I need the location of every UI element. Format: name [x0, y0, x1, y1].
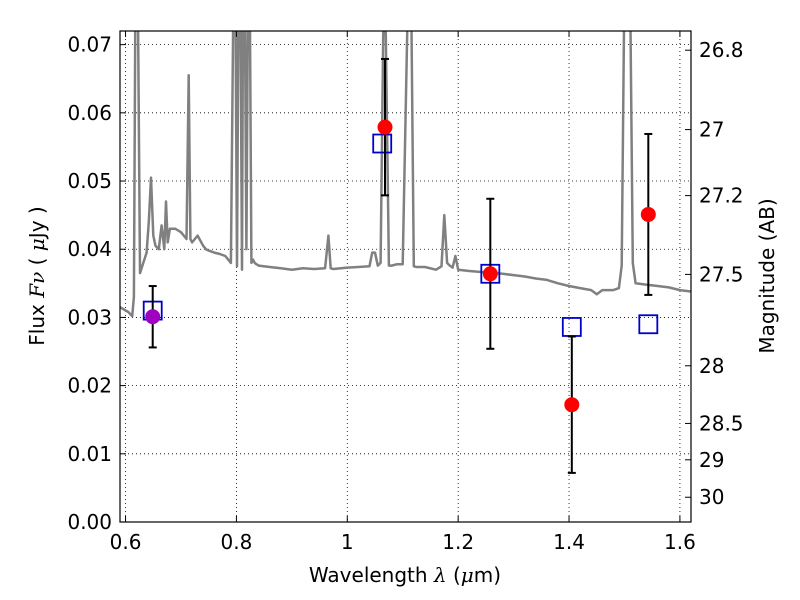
model-photometry-square: [372, 133, 393, 154]
model-photometry-square: [638, 314, 659, 335]
observed-flux-point: [377, 119, 393, 135]
observed-flux-point: [640, 206, 656, 222]
x-tick-label: 0.8: [221, 530, 253, 554]
model-spectrum-line: [120, 31, 691, 318]
observed-flux-point: [564, 397, 580, 413]
plot-frame: [119, 30, 692, 523]
x-tick-label: 1.2: [442, 530, 474, 554]
x-axis-label: Wavelength λ (μm): [309, 563, 501, 587]
y-tick-label: 0.03: [67, 305, 112, 329]
mag-tick-label: 29: [699, 448, 724, 472]
x-tick-label: 1: [341, 530, 354, 554]
y-tick-label: 0.05: [67, 169, 112, 193]
right-y-axis-label: Magnitude (AB): [755, 198, 779, 353]
y-tick-label: 0.00: [67, 510, 112, 534]
y-tick-label: 0.02: [67, 374, 112, 398]
mag-tick-label: 27: [699, 118, 724, 142]
x-tick-label: 0.6: [110, 530, 142, 554]
observed-flux-point: [145, 309, 161, 325]
mag-tick-label: 28.5: [699, 411, 744, 435]
mag-tick-label: 27.5: [699, 262, 744, 286]
y-axis-label: Flux Fν ( μJy ): [25, 206, 49, 345]
mag-tick-label: 27.2: [699, 184, 744, 208]
y-tick-label: 0.07: [67, 33, 112, 57]
x-tick-label: 1.6: [664, 530, 696, 554]
plot-area: [120, 31, 691, 474]
y-tick-label: 0.04: [67, 237, 112, 261]
mag-tick-label: 30: [699, 485, 724, 509]
x-tick-label: 1.4: [553, 530, 585, 554]
axis-ticks: 0.6 0.8 1 1.2 1.4 1.6 0.00 0.01 0.02 0.03 0.04 0.05…: [67, 31, 744, 554]
y-tick-label: 0.06: [67, 101, 112, 125]
y-tick-label: 0.01: [67, 442, 112, 466]
model-photometry-square: [561, 317, 582, 337]
observed-flux-point: [482, 266, 498, 282]
mag-tick-label: 28: [699, 354, 724, 378]
mag-tick-label: 26.8: [699, 38, 744, 62]
